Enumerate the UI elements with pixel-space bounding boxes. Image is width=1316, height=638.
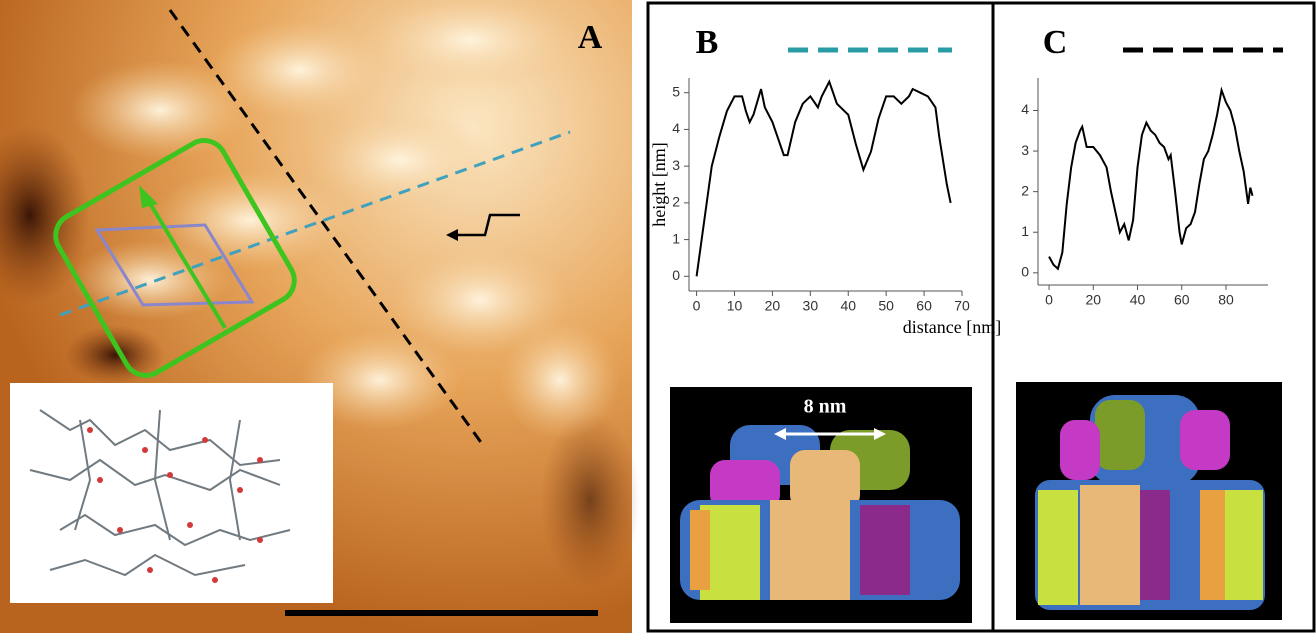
y-tick-label: 4 [672, 120, 680, 136]
structure-image-c [1016, 382, 1282, 620]
x-tick-label: 50 [878, 298, 894, 314]
y-tick-label: 0 [1021, 264, 1029, 280]
y-tick-label: 5 [672, 83, 680, 99]
x-tick-label: 20 [1085, 292, 1101, 308]
y-tick-label: 4 [1021, 101, 1029, 117]
x-tick-label: 70 [954, 298, 970, 314]
x-tick-label: 20 [765, 298, 781, 314]
y-tick-label: 3 [1021, 142, 1029, 158]
panel-label: A [578, 19, 603, 56]
y-tick-label: 1 [1021, 223, 1029, 239]
x-tick-label: 10 [727, 298, 743, 314]
structure-image-b: 8 nm [670, 387, 972, 623]
annotation: 8 nm [804, 396, 847, 418]
y-axis-label: height [nm] [649, 142, 669, 226]
y-tick-label: 2 [1021, 182, 1029, 198]
x-tick-label: 30 [803, 298, 819, 314]
data-line [1048, 86, 1254, 271]
x-tick-label: 80 [1218, 292, 1234, 308]
afm-image: A [0, 0, 640, 633]
x-tick-label: 60 [916, 298, 932, 314]
x-tick-label: 40 [1130, 292, 1146, 308]
panel-label: C [1043, 24, 1068, 61]
x-tick-label: 0 [693, 298, 701, 314]
x-tick-label: 60 [1174, 292, 1190, 308]
y-tick-label: 2 [672, 194, 680, 210]
data-line [695, 79, 952, 277]
y-tick-label: 1 [672, 230, 680, 246]
y-tick-label: 0 [672, 267, 680, 283]
y-tick-label: 3 [672, 157, 680, 173]
x-tick-label: 40 [840, 298, 856, 314]
x-axis-label: distance [nm] [903, 317, 1001, 337]
panel-label: B [696, 24, 719, 61]
panel-frame [646, 1, 1316, 633]
x-tick-label: 0 [1045, 292, 1053, 308]
